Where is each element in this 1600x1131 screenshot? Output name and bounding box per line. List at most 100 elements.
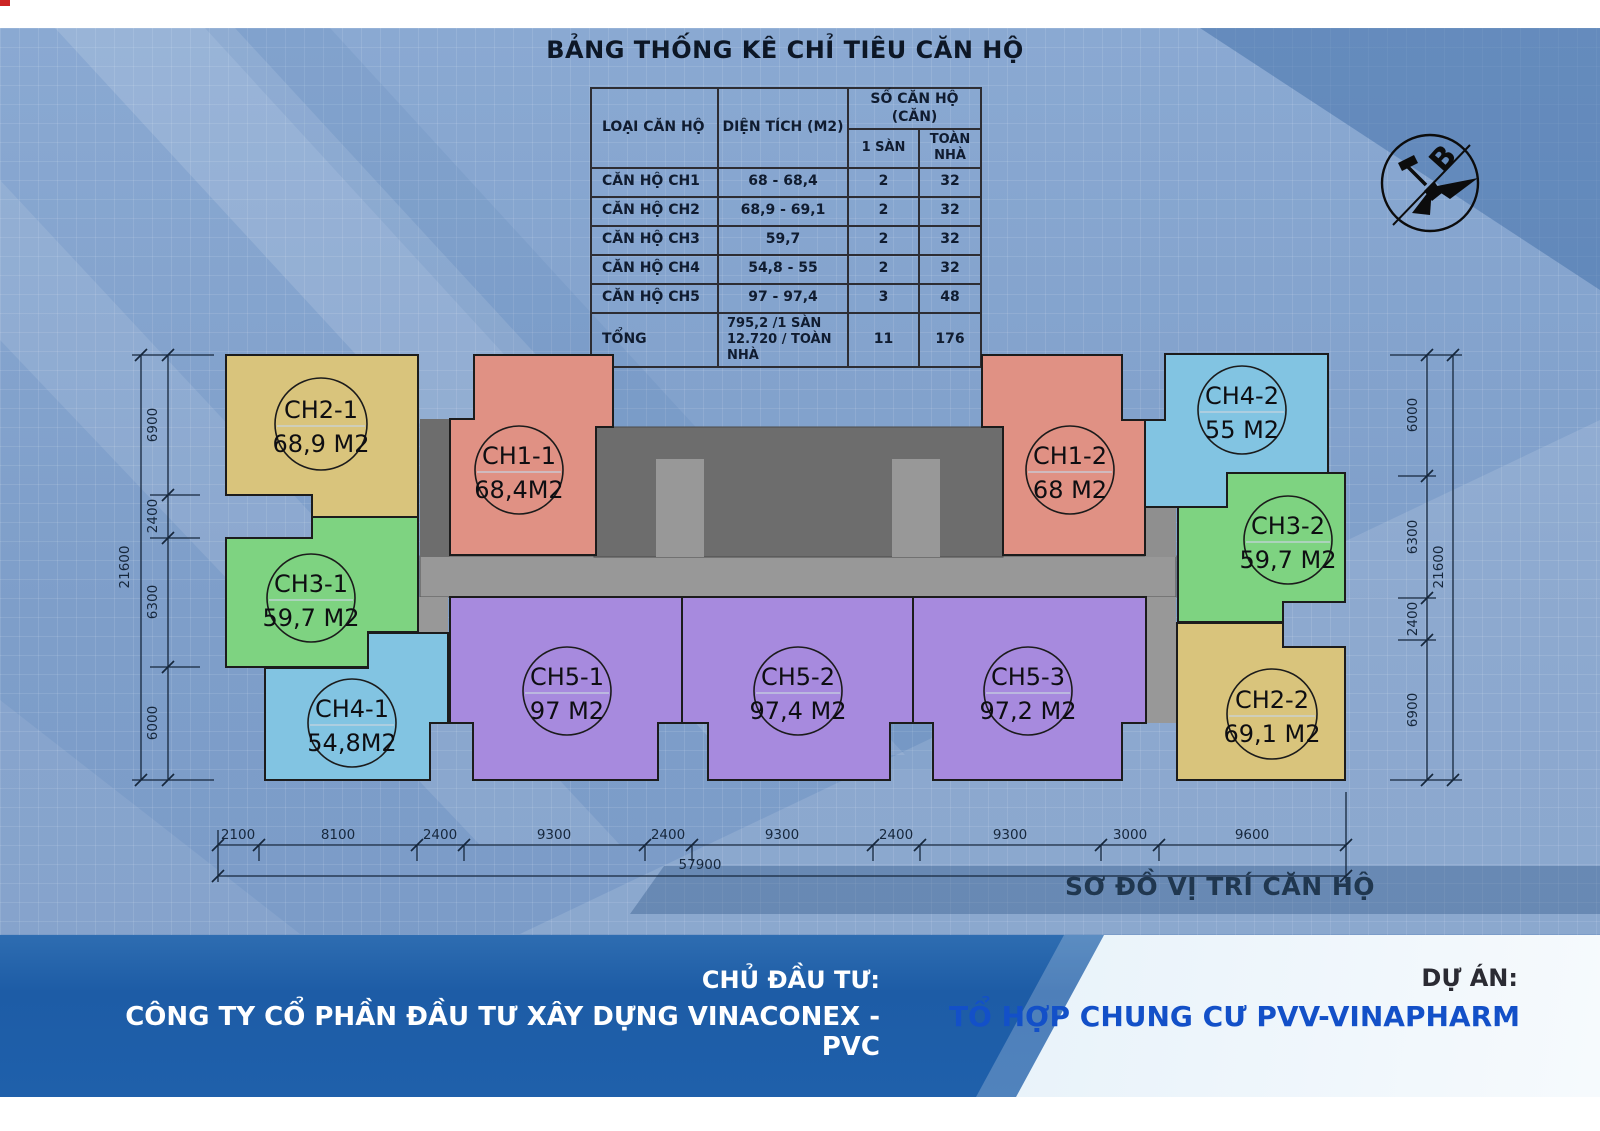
project-label: DỰ ÁN: [1421, 964, 1518, 992]
cell-per-floor: 2 [847, 166, 920, 198]
dim-label: 2400 [145, 499, 161, 533]
apartment-area: 97 M2 [530, 697, 604, 725]
cell-per-floor: 2 [847, 195, 920, 227]
apartment-area: 97,2 M2 [979, 697, 1076, 725]
label-CH4-2: CH4-2 55 M2 [1197, 365, 1287, 455]
apartment-id: CH4-1 [315, 695, 389, 723]
apartment-id: CH5-2 [761, 663, 835, 691]
dim-label: 2400 [1405, 602, 1421, 636]
dim-total-label: 21600 [1431, 546, 1447, 589]
dimension-left [132, 348, 214, 787]
label-circle [307, 678, 397, 768]
col-header-type: LOẠI CĂN HỘ [590, 87, 719, 169]
col-header-per-floor: 1 SÀN [847, 128, 920, 169]
apartment-area: 54,8M2 [307, 729, 396, 757]
cell-area: 68 - 68,4 [717, 166, 849, 198]
label-CH3-2: CH3-2 59,7 M2 [1239, 495, 1337, 585]
compass-center [1424, 181, 1442, 201]
cell-whole: 32 [918, 253, 982, 285]
dim-label: 6300 [1405, 520, 1421, 554]
dimension-right [1390, 348, 1462, 787]
building-core [593, 426, 1004, 558]
cell-type: CĂN HỘ CH1 [590, 166, 719, 198]
apartments [225, 353, 1346, 781]
total-area-line2: 12.720 / TOÀN NHÀ [727, 331, 832, 363]
apartment-labels: CH2-1 68,9 M2 CH3-1 59,7 M2 CH4-1 54,8M2… [262, 365, 1337, 768]
cell-area: 59,7 [717, 224, 849, 256]
logo-circle [1380, 133, 1480, 233]
label-CH1-1: CH1-1 68,4M2 [474, 425, 564, 515]
cell-type: CĂN HỘ CH2 [590, 195, 719, 227]
apartment-area: 68 M2 [1033, 476, 1107, 504]
hammer-handle [1406, 165, 1428, 187]
dim-label: 3000 [1113, 827, 1147, 843]
table-header-row: LOẠI CĂN HỘ DIỆN TÍCH (M2) SỐ CĂN HỘ (CĂ… [590, 87, 982, 169]
label-circle [983, 646, 1073, 736]
apartment-area: 97,4 M2 [749, 697, 846, 725]
label-CH4-1: CH4-1 54,8M2 [307, 678, 397, 768]
dim-label: 2100 [221, 827, 255, 843]
table-row-ch5: CĂN HỘ CH5 97 - 97,4 3 48 [590, 282, 982, 314]
investor-name: CÔNG TY CỔ PHẦN ĐẦU TƯ XÂY DỰNG VINACONE… [125, 1002, 880, 1062]
cell-total-per-floor: 11 [847, 311, 920, 369]
cell-per-floor: 2 [847, 253, 920, 285]
table-row-ch4: CĂN HỘ CH4 54,8 - 55 2 32 [590, 253, 982, 285]
caption-band [630, 866, 1600, 914]
col-header-count-group: SỐ CĂN HỘ (CĂN) [847, 87, 982, 130]
apartment-area: 59,7 M2 [262, 604, 359, 632]
apartment-id: CH3-2 [1251, 512, 1325, 540]
cell-whole: 32 [918, 166, 982, 198]
apartment-id: CH5-3 [991, 663, 1065, 691]
dimension-left-labels: 6900 2400 6300 6000 21600 [117, 408, 161, 740]
label-CH2-2: CH2-2 69,1 M2 [1223, 668, 1321, 760]
apartment-CH1-2 [981, 354, 1146, 556]
dim-ticks [211, 838, 1353, 883]
cell-per-floor: 2 [847, 224, 920, 256]
dim-ticks [1420, 348, 1460, 787]
cell-total-whole: 176 [918, 311, 982, 369]
label-circle [522, 646, 612, 736]
dim-connectors [1390, 354, 1462, 781]
dim-total-label: 57900 [679, 857, 722, 873]
corner-mark [0, 0, 10, 6]
label-circle [1197, 365, 1287, 455]
apartment-id: CH5-1 [530, 663, 604, 691]
compass-arrow-icon [1432, 178, 1478, 199]
core-strip-left [420, 419, 450, 557]
dim-label: 6000 [1405, 398, 1421, 432]
cell-per-floor: 3 [847, 282, 920, 314]
cell-whole: 32 [918, 195, 982, 227]
apartment-area: 55 M2 [1205, 416, 1279, 444]
stats-table-container: LOẠI CĂN HỘ DIỆN TÍCH (M2) SỐ CĂN HỘ (CĂ… [590, 87, 982, 369]
apartment-area: 68,4M2 [474, 476, 563, 504]
label-circle [266, 553, 356, 643]
dim-connectors [132, 354, 214, 781]
table-subheader-row: 1 SÀN TOÀN NHÀ [591, 128, 982, 169]
stats-table: LOẠI CĂN HỘ DIỆN TÍCH (M2) SỐ CĂN HỘ (CĂ… [590, 87, 982, 369]
dimension-bottom [211, 792, 1353, 883]
apartment-CH5-3 [912, 596, 1147, 781]
cell-type: CĂN HỘ CH5 [590, 282, 719, 314]
label-circle [1025, 425, 1115, 515]
dim-lines [1426, 355, 1454, 780]
dim-label: 6900 [145, 408, 161, 442]
label-CH2-1: CH2-1 68,9 M2 [272, 377, 370, 471]
dim-lines [217, 792, 1347, 882]
label-CH5-2: CH5-2 97,4 M2 [749, 646, 847, 736]
core-strip-right [1145, 507, 1176, 557]
dimension-bottom-labels: 2100 8100 2400 9300 2400 9300 2400 9300 … [221, 827, 1269, 873]
dimension-right-labels: 6000 6300 2400 6900 21600 [1405, 398, 1447, 727]
cell-whole: 32 [918, 224, 982, 256]
hammer-icon [1398, 155, 1418, 171]
cell-total-area: 795,2 /1 SÀN 12.720 / TOÀN NHÀ [717, 311, 849, 369]
stair-shaft-right [892, 459, 940, 557]
table-row-ch2: CĂN HỘ CH2 68,9 - 69,1 2 32 [590, 195, 982, 227]
apartment-id: CH4-2 [1205, 382, 1279, 410]
corridor-and-core [418, 419, 1177, 723]
apartment-id: CH3-1 [274, 570, 348, 598]
table-row-ch3: CĂN HỘ CH3 59,7 2 32 [590, 224, 982, 256]
apartment-CH1-1 [449, 354, 614, 556]
stair-shaft-left [656, 459, 704, 557]
